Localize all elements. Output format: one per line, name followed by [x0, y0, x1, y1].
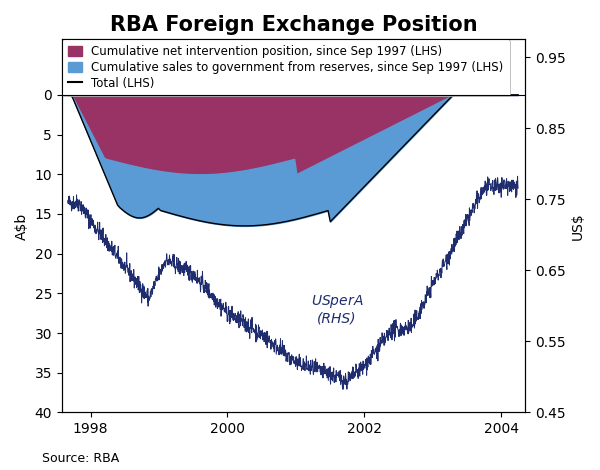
Text: US$ per A$
(RHS): US$ per A$ (RHS)	[311, 293, 363, 326]
Title: RBA Foreign Exchange Position: RBA Foreign Exchange Position	[110, 15, 477, 35]
Y-axis label: US$: US$	[571, 212, 585, 240]
Text: Source: RBA: Source: RBA	[42, 452, 119, 465]
Y-axis label: A$b: A$b	[15, 212, 29, 240]
Legend: Cumulative net intervention position, since Sep 1997 (LHS), Cumulative sales to : Cumulative net intervention position, si…	[62, 39, 509, 96]
